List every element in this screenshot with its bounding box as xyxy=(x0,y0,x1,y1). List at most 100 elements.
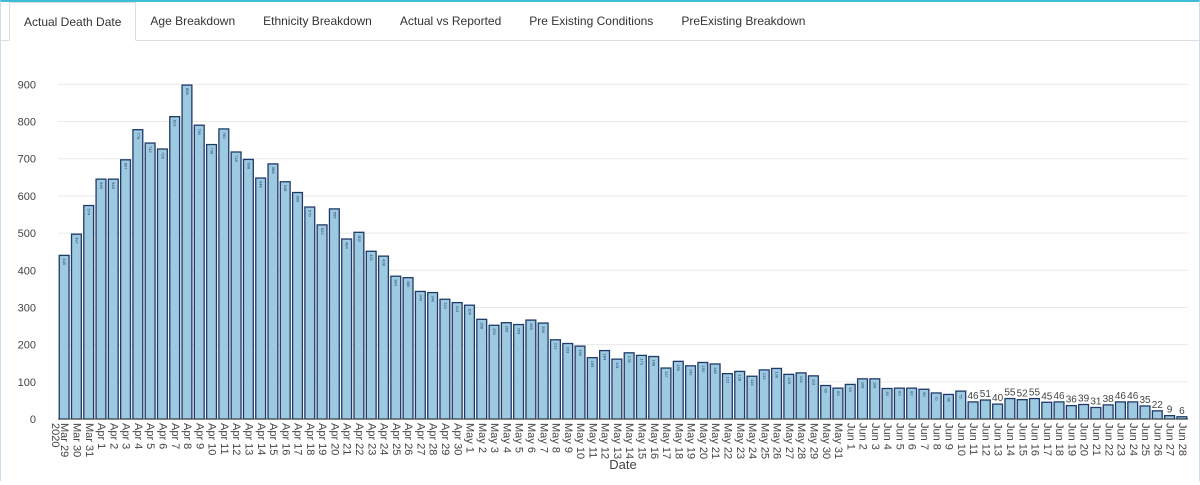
x-tick-label: Jun 25 xyxy=(1139,423,1151,456)
value-label: 137 xyxy=(664,371,669,378)
x-tick-label: Apr 12 xyxy=(230,423,242,455)
x-tick-label: Mar 30 xyxy=(71,423,83,457)
value-label: 645 xyxy=(111,182,116,189)
bar xyxy=(107,178,119,420)
y-tick-label: 100 xyxy=(18,377,36,389)
x-tick-label: Jun 18 xyxy=(1053,423,1065,456)
x-tick-label: Jun 12 xyxy=(979,423,991,456)
bar xyxy=(218,128,230,420)
x-tick-label: Jun 1 xyxy=(844,423,856,450)
x-tick-label: Apr 7 xyxy=(169,423,181,449)
y-tick-label: 200 xyxy=(18,340,36,352)
bar xyxy=(58,254,70,420)
bar xyxy=(328,208,340,420)
bar xyxy=(979,399,991,420)
value-label: 143 xyxy=(688,369,693,376)
x-tick-label: May 29 xyxy=(807,423,819,459)
value-label: 313 xyxy=(455,306,460,313)
value-label: 83 xyxy=(897,391,902,396)
tab[interactable]: Ethnicity Breakdown xyxy=(263,14,372,28)
tab[interactable]: Actual vs Reported xyxy=(399,14,502,28)
value-label: 178 xyxy=(627,356,632,363)
x-tick-label: Jun 19 xyxy=(1065,423,1077,456)
x-tick-label: Mar 29 xyxy=(58,423,70,457)
value-label: 203 xyxy=(566,347,571,354)
x-tick-label: Apr 10 xyxy=(206,423,218,455)
x-tick-label: May 15 xyxy=(636,423,648,459)
bar xyxy=(255,177,267,420)
bar xyxy=(1004,397,1016,420)
x-tick-label: Apr 4 xyxy=(132,423,144,449)
y-tick-label: 800 xyxy=(18,117,36,129)
x-tick-label: Apr 20 xyxy=(328,423,340,455)
x-tick-label: May 10 xyxy=(574,423,586,459)
bar xyxy=(1151,410,1163,420)
value-label: 384 xyxy=(394,279,399,286)
value-label: 258 xyxy=(541,326,546,333)
value-label: 116 xyxy=(811,379,816,386)
x-tick-label: Apr 26 xyxy=(402,423,414,455)
x-tick-label: Apr 18 xyxy=(304,423,316,455)
bar xyxy=(463,304,476,420)
value-label: 497 xyxy=(74,237,79,244)
bar xyxy=(304,206,316,420)
value-label: 124 xyxy=(799,376,804,383)
value-label: 718 xyxy=(234,155,239,162)
bar xyxy=(562,342,574,420)
bar xyxy=(549,339,562,420)
y-tick-label: 0 xyxy=(30,414,36,426)
x-tick-label: Apr 19 xyxy=(316,423,328,455)
x-tick-label: Apr 13 xyxy=(242,423,254,455)
value-label: 171 xyxy=(639,358,644,365)
x-tick-label: Apr 29 xyxy=(439,423,451,455)
bar xyxy=(132,129,144,420)
value-label: 343 xyxy=(418,294,423,301)
value-label: 213 xyxy=(553,343,558,350)
y-tick-label: 900 xyxy=(18,79,36,91)
x-tick-label: Jun 9 xyxy=(943,423,955,450)
value-label: 132 xyxy=(762,373,767,380)
bar xyxy=(70,233,82,420)
x-tick-label: Apr 17 xyxy=(292,423,304,455)
bar xyxy=(365,250,377,420)
bar xyxy=(402,277,414,420)
tab[interactable]: PreExisting Breakdown xyxy=(681,14,806,28)
value-label: 70 xyxy=(934,396,939,401)
value-label: 574 xyxy=(87,209,92,216)
bar xyxy=(83,204,95,420)
value-label: 108 xyxy=(873,382,878,389)
x-tick-label: May 26 xyxy=(771,423,783,459)
value-label: 31 xyxy=(1090,396,1102,407)
value-label: 898 xyxy=(185,88,190,95)
x-tick-label: May 17 xyxy=(660,423,672,459)
bar xyxy=(230,151,242,420)
value-label: 80 xyxy=(922,392,927,397)
bar xyxy=(1041,401,1053,420)
bar xyxy=(476,318,488,420)
x-tick-label: Mar 31 xyxy=(83,423,95,457)
value-label: 128 xyxy=(738,374,743,381)
bar xyxy=(242,158,254,420)
value-label: 38 xyxy=(1103,394,1115,405)
x-tick-label: May 8 xyxy=(550,423,562,453)
bar xyxy=(967,401,979,420)
x-tick-label: May 7 xyxy=(537,423,549,453)
value-label: 780 xyxy=(222,132,227,139)
value-label: 55 xyxy=(1029,388,1041,399)
bar xyxy=(1139,405,1151,420)
y-tick-label: 300 xyxy=(18,302,36,314)
value-label: 22 xyxy=(1152,400,1164,411)
x-tick-label: Jun 2 xyxy=(857,423,869,450)
tab[interactable]: Pre Existing Conditions xyxy=(529,14,654,28)
bar xyxy=(390,275,402,420)
x-tick-label: Jun 20 xyxy=(1078,423,1090,456)
tab[interactable]: Age Breakdown xyxy=(150,14,236,28)
value-label: 252 xyxy=(492,328,497,335)
x-tick-label: May 6 xyxy=(525,423,537,453)
bar xyxy=(95,178,107,420)
tab[interactable]: Actual Death Date xyxy=(9,2,137,41)
x-tick-label: Jun 24 xyxy=(1127,423,1139,456)
x-tick-label: May 11 xyxy=(586,423,598,458)
x-tick-label: Jun 27 xyxy=(1164,423,1176,456)
x-tick-label: Apr 5 xyxy=(144,423,156,449)
